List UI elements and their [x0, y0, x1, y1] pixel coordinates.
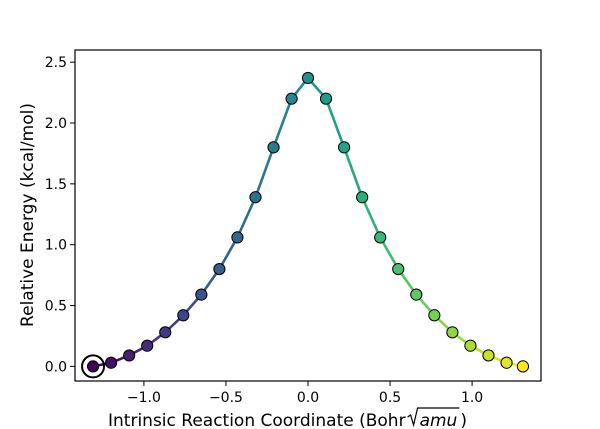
sqrt-sign [407, 407, 460, 428]
y-axis-label: Relative Energy (kcal/mol) [18, 103, 38, 327]
data-point [516, 360, 530, 373]
data-point [86, 360, 100, 373]
curve-segment [342, 146, 364, 199]
y-tick-label: 1.5 [45, 177, 67, 193]
data-point [104, 356, 118, 369]
x-axis-ticks: −1.0 −0.5 0.0 0.5 1.0 [127, 381, 483, 406]
data-point [410, 288, 423, 301]
x-tick-label: 0.0 [297, 390, 319, 406]
curve-segment [360, 195, 382, 239]
data-point [195, 288, 208, 301]
y-tick-label: 0.5 [45, 299, 67, 315]
y-axis-ticks: 0.0 0.5 1.0 1.5 2.0 2.5 [45, 55, 75, 375]
y-tick-label: 1.0 [45, 238, 67, 254]
x-tick-label: −0.5 [209, 390, 243, 406]
highlighted-point-ring [81, 354, 106, 379]
data-point [319, 92, 333, 105]
x-axis-label: Intrinsic Reaction Coordinate (Bohr amu … [108, 407, 467, 429]
x-tick-label: 0.5 [379, 390, 401, 406]
y-tick-label: 2.5 [45, 55, 67, 71]
data-point [482, 349, 495, 362]
data-point [249, 191, 262, 204]
data-point [177, 309, 190, 322]
curve-segment [272, 97, 293, 149]
energy-curve [91, 76, 525, 368]
curve-segment [236, 195, 257, 239]
data-point [374, 231, 387, 244]
data-point [213, 262, 226, 276]
x-axis-label-suffix: ) [460, 411, 467, 429]
data-point [356, 191, 369, 204]
data-point [428, 309, 441, 322]
data-point [392, 262, 405, 276]
curve-segment [254, 146, 275, 199]
data-points [81, 71, 530, 379]
data-point [301, 71, 315, 85]
x-axis-label-prefix: Intrinsic Reaction Coordinate (Bohr [108, 411, 406, 429]
curve-segment [324, 97, 346, 149]
data-point [267, 141, 280, 154]
x-tick-label: −1.0 [127, 390, 161, 406]
data-point [159, 326, 172, 339]
data-point [231, 231, 244, 244]
x-tick-label: 1.0 [461, 390, 483, 406]
data-point [123, 349, 136, 362]
data-point [285, 92, 298, 105]
data-point [464, 339, 477, 352]
y-tick-label: 2.0 [45, 116, 67, 132]
x-axis-label-radicand: amu [420, 411, 458, 429]
data-point [141, 339, 154, 352]
data-point [446, 326, 459, 339]
data-point [337, 141, 351, 154]
y-tick-label: 0.0 [45, 359, 67, 375]
data-point [500, 356, 513, 369]
plot-frame [74, 49, 542, 382]
